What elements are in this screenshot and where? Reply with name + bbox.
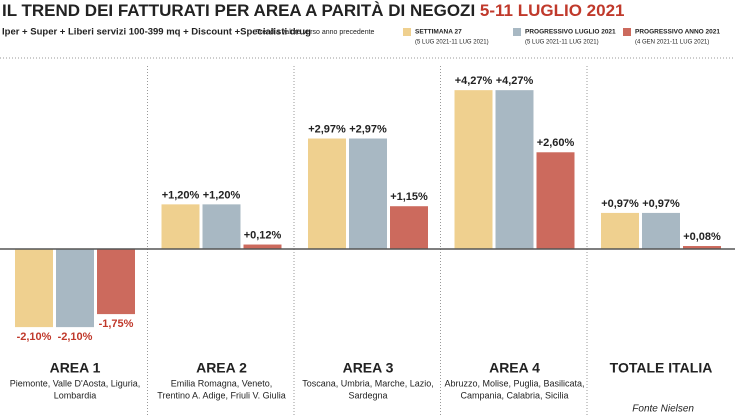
bar xyxy=(161,204,200,249)
bar xyxy=(15,249,53,328)
value-label: +0,97% xyxy=(601,198,639,210)
value-label: -2,10% xyxy=(17,331,52,343)
value-label: +2,60% xyxy=(537,137,575,149)
category-detail: Piemonte, Valle D'Aosta, Liguria, xyxy=(10,378,141,388)
bar xyxy=(454,90,493,249)
value-label: +1,20% xyxy=(203,189,241,201)
legend-swatch xyxy=(513,28,521,36)
value-label: +1,15% xyxy=(390,191,428,203)
category-detail: Toscana, Umbria, Marche, Lazio, xyxy=(302,378,434,388)
bar xyxy=(642,212,680,249)
legend-label: PROGRESSIVO ANNO 2021 xyxy=(635,29,720,36)
bar xyxy=(601,212,639,249)
bar xyxy=(349,138,387,249)
bar xyxy=(97,249,135,315)
subtitle: Iper + Super + Liberi servizi 100-399 mq… xyxy=(2,27,311,38)
category-label: AREA 1 xyxy=(50,360,101,376)
bar xyxy=(308,138,346,249)
bar xyxy=(495,90,534,249)
bar xyxy=(390,206,428,249)
legend-swatch xyxy=(403,28,411,36)
category-label: AREA 3 xyxy=(343,360,394,376)
legend-label: PROGRESSIVO LUGLIO 2021 xyxy=(525,29,616,36)
value-label: +2,97% xyxy=(349,123,387,135)
note: Trend a valore verso anno precedente xyxy=(256,29,375,36)
category-label: TOTALE ITALIA xyxy=(610,360,713,376)
legend-period: (5 LUG 2021-11 LUG 2021) xyxy=(525,40,599,46)
value-label: +4,27% xyxy=(455,75,493,87)
bar xyxy=(683,246,721,249)
value-label: -1,75% xyxy=(99,318,134,330)
value-label: +0,12% xyxy=(244,229,282,241)
category-detail: Trentino A. Adige, Friuli V. Giulia xyxy=(157,390,285,400)
category-detail: Abruzzo, Molise, Puglia, Basilicata, xyxy=(444,378,584,388)
chart-title: IL TREND DEI FATTURATI PER AREA A PARITÀ… xyxy=(2,1,475,20)
category-label: AREA 2 xyxy=(196,360,247,376)
category-detail: Emilia Romagna, Veneto, xyxy=(171,378,273,388)
value-label: +0,08% xyxy=(683,231,721,243)
legend-period: (4 GEN 2021-11 LUG 2021) xyxy=(635,40,709,46)
legend-period: (5 LUG 2021-11 LUG 2021) xyxy=(415,40,489,46)
chart-title-highlight: 5-11 LUGLIO 2021 xyxy=(480,1,625,20)
bar xyxy=(56,249,94,328)
category-detail: Lombardia xyxy=(54,390,97,400)
value-label: +0,97% xyxy=(642,198,680,210)
legend-swatch xyxy=(623,28,631,36)
value-label: +4,27% xyxy=(496,75,534,87)
category-label: AREA 4 xyxy=(489,360,540,376)
bar xyxy=(536,152,575,249)
legend-label: SETTIMANA 27 xyxy=(415,29,462,36)
category-detail: Campania, Calabria, Sicilia xyxy=(460,390,568,400)
bar xyxy=(243,244,282,249)
value-label: +1,20% xyxy=(162,189,200,201)
value-label: -2,10% xyxy=(58,331,93,343)
source: Fonte Nielsen xyxy=(632,404,694,415)
value-label: +2,97% xyxy=(308,123,346,135)
chart-title-group: IL TREND DEI FATTURATI PER AREA A PARITÀ… xyxy=(2,1,624,20)
category-detail: Sardegna xyxy=(348,390,387,400)
bar xyxy=(202,204,241,249)
